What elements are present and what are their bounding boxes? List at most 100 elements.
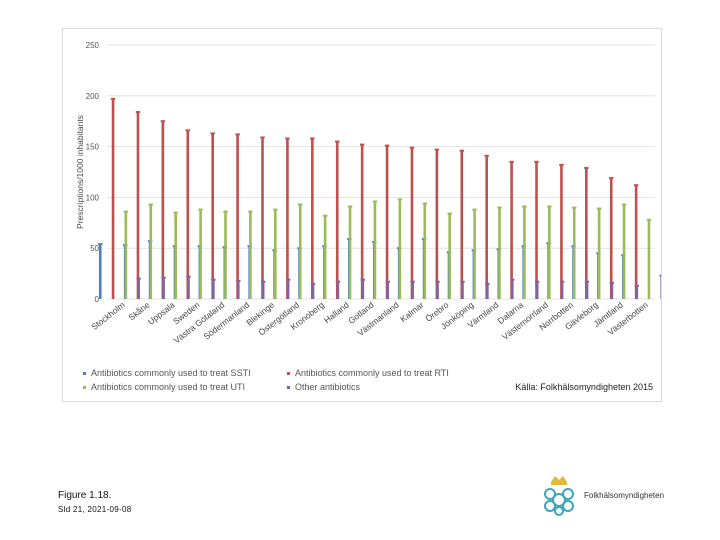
bar-cap <box>547 205 552 208</box>
bar <box>274 209 277 299</box>
bar-cap <box>261 280 266 283</box>
bar <box>98 244 102 299</box>
bar <box>609 178 613 299</box>
y-tick-label: 150 <box>86 143 100 152</box>
bar-cap <box>621 203 627 206</box>
bar-cap <box>372 200 378 203</box>
y-tick-label: 250 <box>86 41 100 50</box>
bar <box>585 167 588 299</box>
bar <box>174 212 177 299</box>
bar-cap <box>359 143 365 146</box>
legend-item-uti: Antibiotics commonly used to treat UTI <box>83 382 245 392</box>
legend-item-rti: Antibiotics commonly used to treat RTI <box>287 368 449 378</box>
bar <box>647 219 651 299</box>
bar-cap <box>609 177 614 180</box>
bar-cap <box>434 148 440 151</box>
bar-cap <box>173 211 178 214</box>
bar-cap <box>497 206 502 209</box>
bar-cap <box>185 129 190 132</box>
bar-cap <box>123 210 129 213</box>
bar-cap <box>584 166 589 169</box>
bar <box>423 203 427 299</box>
legend-swatch-ssti <box>83 372 86 376</box>
legend-swatch-rti <box>287 372 290 376</box>
y-tick-label: 0 <box>95 295 100 304</box>
bar-cap <box>410 280 415 283</box>
bar-cap <box>210 132 215 135</box>
bar-cap <box>223 210 228 213</box>
bar-cap <box>534 160 539 163</box>
x-tick-label: Kalmar <box>398 300 426 325</box>
bar <box>136 112 140 299</box>
bar-cap <box>273 208 278 211</box>
bar <box>510 161 513 299</box>
bar <box>162 277 165 299</box>
bar <box>622 204 626 299</box>
bar <box>386 281 390 299</box>
bar-cap <box>360 278 366 281</box>
legend-swatch-uti <box>83 386 86 390</box>
bar <box>137 278 140 299</box>
bar-cap <box>510 278 515 281</box>
bar-chart: 0 50 100 150 200 250 Prescriptions/1000 inhabi… <box>75 41 661 345</box>
bar-cap <box>136 277 141 280</box>
bar <box>360 144 364 299</box>
bar-cap <box>535 280 540 283</box>
bar <box>261 281 265 299</box>
bar <box>597 208 601 299</box>
bar-cap <box>198 208 203 211</box>
bar-cap <box>211 278 216 281</box>
bar <box>236 134 239 299</box>
bar-cap <box>447 212 452 215</box>
bar-cap <box>148 203 153 206</box>
bar-cap <box>659 274 661 277</box>
bar <box>311 138 314 299</box>
figure-title: Figure 1.18. <box>58 490 112 501</box>
bar <box>410 147 414 299</box>
bar-cap <box>285 278 291 281</box>
y-tick-label: 100 <box>86 193 100 202</box>
bar-cap <box>460 280 465 283</box>
bar <box>572 207 576 299</box>
bar <box>348 206 352 299</box>
bar <box>585 281 589 299</box>
bar-cap <box>98 243 103 246</box>
bar <box>187 276 190 299</box>
bar-cap <box>235 133 240 136</box>
bar <box>510 279 514 299</box>
bar-cap <box>472 208 477 211</box>
bar <box>486 283 489 299</box>
bar <box>323 215 327 299</box>
bar-cap <box>397 198 403 201</box>
bar <box>398 199 402 299</box>
bar-cap <box>310 282 316 285</box>
bar-cap <box>347 205 353 208</box>
bar <box>199 209 202 299</box>
bar <box>535 281 539 299</box>
bar <box>473 209 476 299</box>
bar <box>548 206 551 299</box>
bar <box>485 155 488 299</box>
bar <box>411 281 414 299</box>
bar-cap <box>335 280 341 283</box>
bar-cap <box>260 136 265 139</box>
chart-panel: 0 50 100 150 200 250 Prescriptions/1000 inhabi… <box>62 28 662 402</box>
bar-cap <box>285 137 290 140</box>
bar-cap <box>509 160 514 163</box>
bar <box>560 281 564 299</box>
y-tick-label: 200 <box>86 92 100 101</box>
source-note: Källa: Folkhälsomyndigheten 2015 <box>515 382 653 392</box>
bar <box>124 211 128 299</box>
bar-cap <box>633 184 639 187</box>
bar <box>298 204 302 299</box>
x-tick-label: Stockholm <box>89 300 126 332</box>
bar <box>610 282 614 299</box>
bar-cap <box>322 214 328 217</box>
bar <box>212 279 215 299</box>
bar-cap <box>559 280 565 283</box>
bar <box>461 281 464 299</box>
bar <box>335 141 339 299</box>
bar <box>436 281 439 299</box>
bar <box>311 283 315 299</box>
bar-cap <box>310 137 315 140</box>
